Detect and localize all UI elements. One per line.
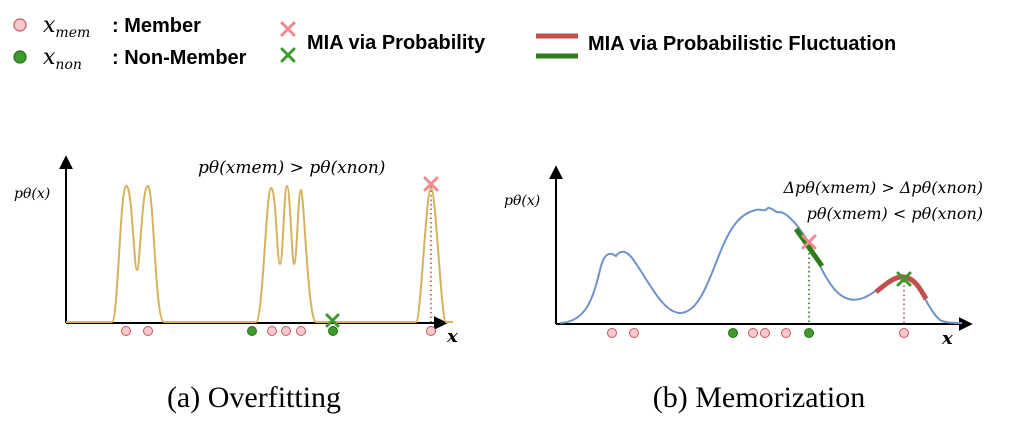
panel-b-memorization-curve <box>559 206 963 324</box>
panel-a-relation: pθ(xmem) > pθ(xnon) <box>198 158 385 178</box>
panel-a-y-label: pθ(x) <box>14 186 50 202</box>
panel-b-relation-delta: Δpθ(xmem) > Δpθ(xnon) <box>782 178 983 197</box>
panel-b-y-label: pθ(x) <box>504 193 540 209</box>
panel-b-relation-prob: pθ(xmem) < pθ(xnon) <box>807 204 983 223</box>
panel-a-caption: (a) Overfitting <box>167 381 341 414</box>
member-label: : Member <box>112 15 201 37</box>
panel-a-nonmember-cross-icon <box>325 313 340 328</box>
panel-b-member-point <box>607 328 617 338</box>
panel-b-member-point <box>629 328 639 338</box>
panel-b-nonmember-point <box>728 328 738 338</box>
panel-b-member-point <box>899 328 909 338</box>
panel-a-member-point <box>143 326 153 336</box>
legend: xmem : Member xnon : Non-Member MIA via … <box>13 13 896 73</box>
panel-b-nonmember-cross-icon <box>896 271 912 287</box>
svg-text:xmem: xmem <box>43 13 90 41</box>
panel-a-nonmember-point <box>247 326 257 336</box>
non-member-label: : Non-Member <box>112 47 247 69</box>
panel-b-member-cross-icon <box>801 234 817 250</box>
panel-a-nonmember-point <box>328 326 338 336</box>
panel-a-member-cross-icon <box>423 176 439 192</box>
svg-text:xnon: xnon <box>43 45 82 73</box>
panel-b-green-fluctuation-segment <box>793 227 825 268</box>
mia-prob-nonmember-cross-icon <box>280 47 296 63</box>
panel-a-x-label: x <box>446 326 458 347</box>
panel-a-overfit-curve <box>66 184 453 323</box>
non-member-symbol: x <box>43 45 56 70</box>
panel-b-member-point <box>760 328 770 338</box>
member-symbol: x <box>43 13 56 38</box>
panel-b-nonmember-point <box>804 328 814 338</box>
panel-a-member-point <box>426 326 436 336</box>
non-member-subscript: non <box>55 57 81 73</box>
panel-a-member-point <box>296 326 306 336</box>
member-marker-icon <box>13 18 27 32</box>
mia-prob-member-cross-icon <box>280 21 296 37</box>
panel-a: pθ(x) x pθ(xmem) > pθ(xnon) (a) Overfitt… <box>14 155 458 414</box>
member-subscript: mem <box>55 25 90 41</box>
panel-b-caption: (b) Memorization <box>653 381 865 414</box>
panel-b: pθ(x) x Δpθ(xmem) > Δpθ(xnon) pθ(xmem) <… <box>504 165 983 414</box>
panel-b-x-label: x <box>941 328 953 349</box>
panel-a-member-point <box>121 326 131 336</box>
mia-fluct-label: MIA via Probabilistic Fluctuation <box>588 33 896 55</box>
panel-a-member-point <box>267 326 277 336</box>
panel-b-member-point <box>748 328 758 338</box>
panel-b-member-point <box>781 328 791 338</box>
mia-prob-label: MIA via Probability <box>307 32 486 54</box>
non-member-marker-icon <box>13 50 27 64</box>
panel-a-member-point <box>281 326 291 336</box>
